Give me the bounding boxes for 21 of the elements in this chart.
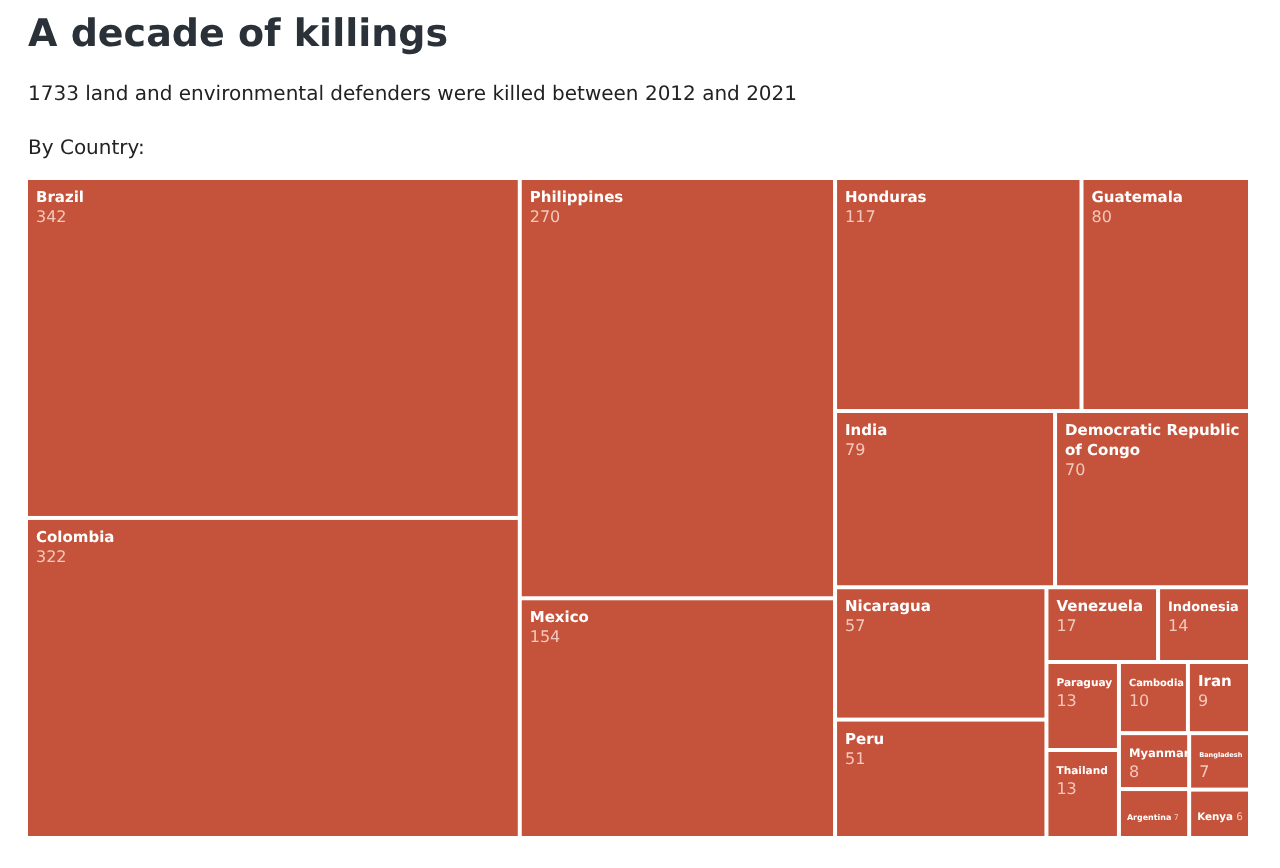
data-label: 270 xyxy=(529,208,561,226)
data-label: 8 xyxy=(1128,763,1140,782)
data-label: 79 xyxy=(845,441,866,460)
data-label: 342 xyxy=(36,208,67,226)
data-label: 13 xyxy=(1056,691,1077,710)
data-label: 14 xyxy=(1168,617,1189,636)
data-label: 154 xyxy=(529,628,561,647)
text: A decade of killings xyxy=(28,12,449,56)
text: By Country: xyxy=(28,138,145,160)
data-label: 322 xyxy=(36,547,67,566)
data-label: 7 xyxy=(1199,763,1210,782)
text: 1733 land and environmental defenders were killed between 2012 and 2021 xyxy=(28,84,798,106)
data-label: 70 xyxy=(1065,461,1086,480)
data-label: 13 xyxy=(1056,780,1077,798)
data-label: 117 xyxy=(845,208,876,226)
data-label: 10 xyxy=(1128,691,1150,710)
data-label: 57 xyxy=(845,617,866,636)
data-label: 17 xyxy=(1056,617,1077,636)
data-label: 80 xyxy=(1091,208,1112,226)
data-label: 51 xyxy=(845,749,866,768)
data-label: 9 xyxy=(1197,691,1209,710)
